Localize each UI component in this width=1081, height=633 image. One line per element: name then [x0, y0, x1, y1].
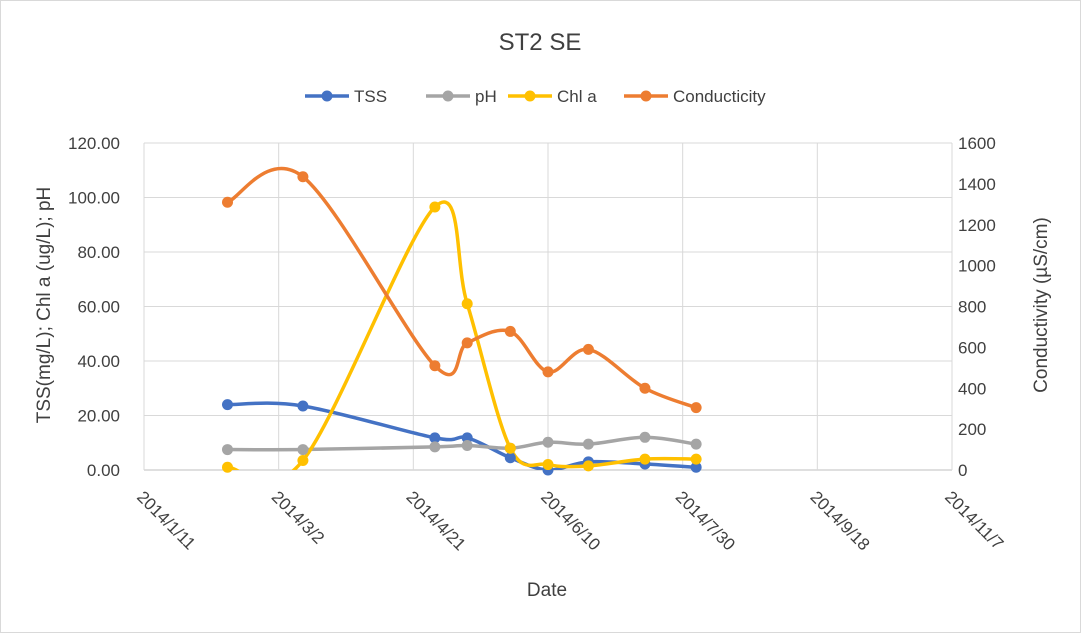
data-point-conducticity [504, 325, 516, 337]
y-axis-title: TSS(mg/L); Chl a (ug/L); pH [34, 187, 55, 424]
data-point-conducticity [297, 171, 309, 183]
y2-tick-label: 1200 [958, 216, 996, 235]
data-point-ph [639, 431, 651, 443]
data-point-ph [429, 441, 441, 453]
data-point-chl-a [297, 454, 309, 466]
y2-tick-label: 1400 [958, 175, 996, 194]
data-point-tss [504, 452, 516, 464]
legend-label: Chl a [557, 87, 597, 106]
series-lines [225, 166, 698, 470]
y-tick-label: 40.00 [77, 352, 120, 371]
legend-label: pH [475, 87, 497, 106]
series-line-conducticity [225, 166, 698, 410]
data-point-chl-a [639, 453, 651, 465]
y2-tick-label: 0 [958, 461, 967, 480]
legend-swatch-marker [442, 90, 454, 102]
y2-tick-label: 400 [958, 379, 986, 398]
data-point-chl-a [690, 453, 702, 465]
y-tick-label: 60.00 [77, 298, 120, 317]
data-point-tss [297, 400, 309, 412]
data-point-chl-a [429, 201, 441, 213]
y-axis-ticks: 0.00 20.00 40.00 60.00 80.00 100.00 120.00 [68, 134, 120, 480]
data-point-ph [221, 444, 233, 456]
data-point-conducticity [582, 343, 594, 355]
y2-axis-ticks: 0 200 400 600 800 1000 1200 1400 1600 [958, 134, 996, 480]
data-point-tss [221, 399, 233, 411]
data-point-tss [690, 461, 702, 473]
legend: TSS pH Chl a Conducticity [305, 87, 766, 106]
data-point-tss [461, 432, 473, 444]
data-point-conducticity [690, 402, 702, 414]
data-point-chl-a [582, 460, 594, 472]
data-point-conducticity [542, 366, 554, 378]
series-line-ph [225, 435, 698, 452]
data-point-chl-a [461, 298, 473, 310]
legend-swatch-marker [640, 90, 652, 102]
legend-swatch-marker [321, 90, 333, 102]
y2-tick-label: 800 [958, 298, 986, 317]
data-point-ph [297, 444, 309, 456]
data-point-tss [429, 432, 441, 444]
y2-tick-label: 600 [958, 338, 986, 357]
y2-tick-label: 1000 [958, 257, 996, 276]
y2-axis-title: Conductivity (µS/cm) [1031, 217, 1052, 393]
data-point-conducticity [429, 360, 441, 372]
series-markers-chl-a [221, 201, 702, 473]
legend-item-conducticity: Conducticity [624, 87, 766, 106]
data-point-conducticity [221, 196, 233, 208]
y2-tick-label: 1600 [958, 134, 996, 153]
data-point-ph [461, 439, 473, 451]
data-point-ph [582, 438, 594, 450]
y-tick-label: 20.00 [77, 407, 120, 426]
series-line-chl-a [225, 200, 698, 470]
x-axis-title: Date [527, 580, 567, 601]
legend-label: TSS [354, 87, 387, 106]
legend-swatch-marker [524, 90, 536, 102]
data-point-chl-a [221, 461, 233, 473]
legend-item-ph: pH [426, 87, 497, 106]
data-point-conducticity [639, 382, 651, 394]
legend-item-chl-a: Chl a [508, 87, 597, 106]
y2-tick-label: 200 [958, 420, 986, 439]
y-tick-label: 80.00 [77, 243, 120, 262]
legend-item-tss: TSS [305, 87, 387, 106]
data-point-chl-a [542, 459, 554, 471]
legend-label: Conducticity [673, 87, 766, 106]
data-point-ph [690, 438, 702, 450]
y-tick-label: 0.00 [87, 461, 120, 480]
y-tick-label: 100.00 [68, 189, 120, 208]
data-point-chl-a [504, 442, 516, 454]
gridlines [143, 142, 953, 471]
data-point-ph [542, 436, 554, 448]
data-point-conducticity [461, 337, 473, 349]
chart-title: ST2 SE [499, 29, 582, 56]
series-points [221, 171, 702, 476]
series-markers-conducticity [221, 171, 702, 414]
y-tick-label: 120.00 [68, 134, 120, 153]
